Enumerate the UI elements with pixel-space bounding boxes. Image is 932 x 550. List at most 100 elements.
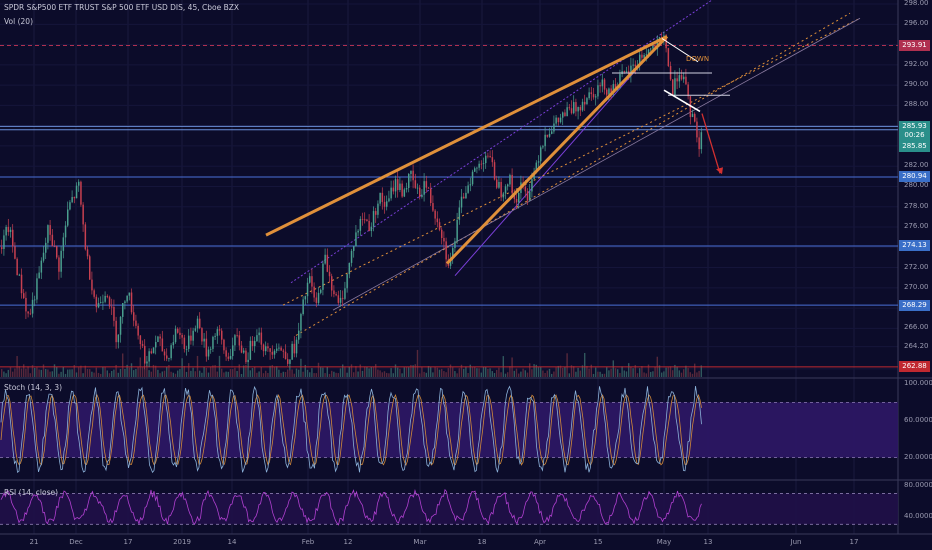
volume-bar xyxy=(540,367,542,377)
volume-bar xyxy=(434,367,436,377)
volume-bar xyxy=(25,368,27,377)
volume-bar xyxy=(207,372,210,377)
volume-bar xyxy=(157,369,159,377)
candle-body xyxy=(205,338,208,357)
candle-body xyxy=(113,306,115,321)
time-tick-label: May xyxy=(656,538,672,546)
candle-body xyxy=(502,193,505,198)
candle-body xyxy=(218,329,221,331)
candle-body xyxy=(311,276,313,287)
candle-body xyxy=(249,340,252,360)
candle-body xyxy=(16,258,18,276)
volume-bar xyxy=(216,371,218,377)
candle-body xyxy=(564,112,566,117)
volume-bar xyxy=(282,371,284,377)
volume-bar xyxy=(546,370,548,377)
candle-body xyxy=(190,335,192,341)
volume-bar xyxy=(581,365,584,377)
volume-bar xyxy=(29,373,31,377)
volume-bar xyxy=(346,372,348,377)
volume-bar xyxy=(135,368,137,377)
candle-body xyxy=(381,192,384,202)
volume-bar xyxy=(355,366,357,377)
volume-bar xyxy=(73,365,75,377)
candle-body xyxy=(672,79,674,95)
volume-bar xyxy=(350,364,353,377)
volume-bar xyxy=(559,365,562,377)
volume-bar xyxy=(603,373,606,377)
candle-body xyxy=(245,350,247,363)
volume-bar xyxy=(535,364,537,377)
candle-body xyxy=(276,348,278,351)
candle-body xyxy=(183,337,186,349)
volume-bar xyxy=(416,349,419,377)
volume-bar xyxy=(414,364,416,377)
volume-bar xyxy=(504,373,507,377)
volume-bar xyxy=(23,364,25,377)
volume-bar xyxy=(700,365,702,377)
volume-bar xyxy=(192,367,194,377)
candle-body xyxy=(91,279,93,291)
candle-body xyxy=(434,210,436,219)
candle-body xyxy=(115,320,117,343)
volume-bar xyxy=(652,371,654,377)
candle-body xyxy=(485,155,487,164)
candle-body xyxy=(168,358,170,360)
candle-body xyxy=(619,74,621,88)
volume-bar xyxy=(18,366,20,377)
candle-body xyxy=(47,225,49,243)
volume-bar xyxy=(647,364,650,377)
candle-body xyxy=(141,344,144,346)
purple-channel-lower xyxy=(454,40,663,276)
candle-body xyxy=(317,292,320,303)
candle-body xyxy=(152,347,155,354)
candle-body xyxy=(126,295,128,302)
volume-bar xyxy=(383,371,386,377)
candle-body xyxy=(45,242,47,253)
volume-bar xyxy=(412,365,414,377)
volume-bar xyxy=(405,366,408,377)
volume-bar xyxy=(322,367,324,377)
candle-body xyxy=(399,183,401,191)
candle-body xyxy=(328,271,331,277)
volume-bar xyxy=(570,365,573,377)
candle-body xyxy=(73,197,76,199)
volume-bar xyxy=(53,364,56,377)
candle-body xyxy=(603,79,606,90)
candle-body xyxy=(100,302,102,303)
candle-body xyxy=(599,85,601,87)
candle-body xyxy=(89,256,91,280)
stoch-pane xyxy=(0,385,898,474)
candle-body xyxy=(207,349,210,357)
price-badge: 285.85 xyxy=(899,141,930,153)
candle-body xyxy=(280,347,282,351)
volume-bar xyxy=(225,371,227,377)
time-tick-label: 17 xyxy=(849,538,859,546)
trendlines[interactable] xyxy=(265,35,730,265)
volume-bar xyxy=(302,371,304,377)
candle-body xyxy=(227,356,230,359)
volume-bar xyxy=(372,367,375,377)
candle-body xyxy=(34,299,36,301)
candle-body xyxy=(18,274,21,276)
volume-bar xyxy=(476,368,478,377)
volume-bar xyxy=(260,367,262,377)
candle-body xyxy=(432,203,434,211)
candle-body xyxy=(469,184,472,186)
volume-bar xyxy=(104,366,106,377)
time-tick-label: Jun xyxy=(790,538,802,546)
candle-body xyxy=(474,168,476,172)
volume-bar xyxy=(117,372,119,377)
candle-body xyxy=(265,346,267,352)
candle-body xyxy=(247,359,249,363)
candle-body xyxy=(573,102,575,114)
candle-body xyxy=(210,348,212,350)
volume-bar xyxy=(513,370,515,377)
time-tick-label: Feb xyxy=(301,538,315,546)
candle-body xyxy=(489,156,491,158)
price-candles xyxy=(1,31,703,371)
volume-bar xyxy=(267,372,269,377)
volume-bar xyxy=(249,370,251,377)
candle-body xyxy=(685,76,687,85)
